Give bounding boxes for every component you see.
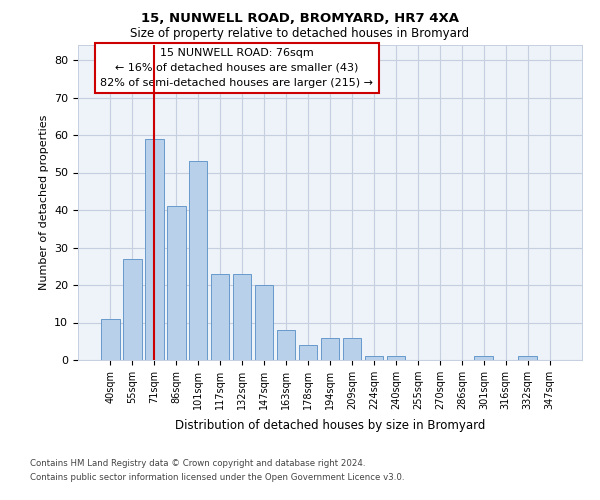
Bar xyxy=(299,345,317,360)
Bar xyxy=(365,356,383,360)
Bar xyxy=(343,338,361,360)
Y-axis label: Number of detached properties: Number of detached properties xyxy=(38,115,49,290)
Text: 15 NUNWELL ROAD: 76sqm
← 16% of detached houses are smaller (43)
82% of semi-det: 15 NUNWELL ROAD: 76sqm ← 16% of detached… xyxy=(100,48,373,88)
Bar xyxy=(167,206,185,360)
Bar xyxy=(320,338,340,360)
Bar xyxy=(189,161,208,360)
Bar xyxy=(123,259,142,360)
Bar xyxy=(211,274,229,360)
Bar xyxy=(475,356,493,360)
Text: 15, NUNWELL ROAD, BROMYARD, HR7 4XA: 15, NUNWELL ROAD, BROMYARD, HR7 4XA xyxy=(141,12,459,26)
Text: Distribution of detached houses by size in Bromyard: Distribution of detached houses by size … xyxy=(175,418,485,432)
Bar xyxy=(386,356,405,360)
Text: Contains public sector information licensed under the Open Government Licence v3: Contains public sector information licen… xyxy=(30,474,404,482)
Bar xyxy=(277,330,295,360)
Bar xyxy=(101,319,119,360)
Bar xyxy=(255,285,274,360)
Bar xyxy=(233,274,251,360)
Bar xyxy=(518,356,537,360)
Bar xyxy=(145,138,164,360)
Text: Size of property relative to detached houses in Bromyard: Size of property relative to detached ho… xyxy=(130,28,470,40)
Text: Contains HM Land Registry data © Crown copyright and database right 2024.: Contains HM Land Registry data © Crown c… xyxy=(30,458,365,468)
